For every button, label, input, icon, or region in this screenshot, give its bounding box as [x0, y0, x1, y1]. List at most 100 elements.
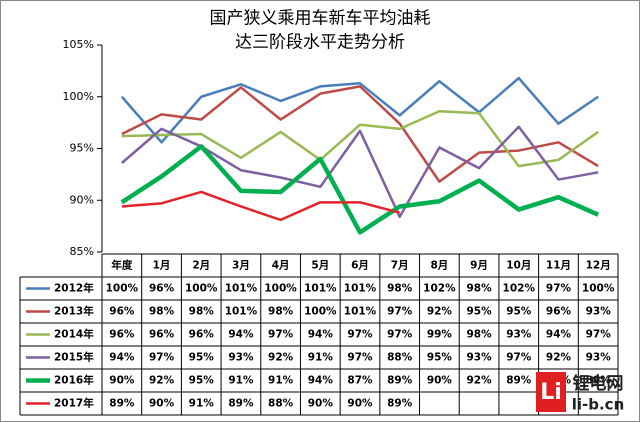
table-cell: 98%	[149, 306, 175, 318]
table-cell: 98%	[387, 283, 413, 295]
table-cell: 98%	[268, 306, 294, 318]
chart-title: 国产狭义乘用车新车平均油耗	[210, 9, 431, 29]
logo-box	[536, 372, 566, 412]
table-cell: 89%	[506, 375, 532, 387]
table-cell: 100%	[582, 283, 615, 295]
y-tick-label: 90%	[70, 193, 94, 206]
table-cell: 101%	[225, 283, 258, 295]
logo-url: li-b.cn	[572, 396, 625, 414]
table-cell: 94%	[546, 329, 572, 341]
logo-name: 锂电网	[573, 373, 624, 394]
table-cell: 96%	[189, 329, 215, 341]
line	[121, 109, 599, 168]
table-cell: 98%	[467, 329, 493, 341]
table-cell: 101%	[344, 283, 377, 295]
table-cell: 90%	[308, 398, 334, 410]
x-tick-label: 3月	[232, 260, 250, 272]
line	[121, 85, 599, 183]
table-cell: 96%	[149, 329, 175, 341]
table-cell: 91%	[228, 375, 254, 387]
table-cell: 93%	[586, 306, 612, 318]
table-cell: 98%	[189, 306, 215, 318]
table-cell: 101%	[344, 306, 377, 318]
table-cell: 94%	[308, 329, 334, 341]
table-cell: 91%	[308, 352, 334, 364]
x-tick-label: 9月	[470, 260, 488, 272]
table-cell: 91%	[189, 398, 215, 410]
table-cell: 88%	[268, 398, 294, 410]
y-tick-label: 100%	[63, 90, 94, 103]
table-cell: 95%	[189, 375, 215, 387]
table-cell: 96%	[149, 283, 175, 295]
y-tick-label: 85%	[70, 245, 94, 258]
table-cell: 101%	[304, 283, 337, 295]
table-cell: 97%	[347, 329, 373, 341]
table-cell: 100%	[304, 306, 337, 318]
table-cell: 102%	[503, 283, 536, 295]
y-tick-label: 105%	[63, 38, 94, 51]
table-cell: 97%	[387, 329, 413, 341]
y-tick-label: 95%	[70, 142, 94, 155]
legend-label: 2016年	[54, 374, 94, 387]
line	[120, 144, 600, 235]
legend-label: 2015年	[54, 351, 94, 364]
legend-label: 2013年	[54, 305, 94, 318]
table-cell: 89%	[228, 398, 254, 410]
x-tick-label: 6月	[351, 260, 369, 272]
table-cell: 94%	[228, 329, 254, 341]
table-cell: 95%	[467, 306, 493, 318]
table-cell: 89%	[586, 375, 612, 387]
line	[120, 76, 599, 144]
watermark: Li 锂电网 li-b.cn	[536, 372, 624, 414]
table-cell: 100%	[264, 283, 297, 295]
table-cell: 98%	[467, 283, 493, 295]
legend-label: 2014年	[54, 328, 94, 341]
x-tick-label: 4月	[272, 260, 290, 272]
legend-label: 2017年	[54, 397, 94, 410]
table-cell: 100%	[106, 283, 139, 295]
table-cell: 87%	[347, 375, 373, 387]
table-cell: 95%	[427, 352, 453, 364]
table-cell: 94%	[308, 375, 334, 387]
table-cell: 102%	[423, 283, 456, 295]
x-tick-label: 2月	[192, 260, 210, 272]
x-tick-label: 7月	[391, 260, 409, 272]
table-cell: 100%	[185, 283, 218, 295]
table-cell: 99%	[427, 329, 453, 341]
table-cell: 95%	[189, 352, 215, 364]
table-cell: 93%	[467, 352, 493, 364]
table-cell: 96%	[546, 306, 572, 318]
table-cell: 97%	[586, 329, 612, 341]
table-cell: 96%	[109, 306, 135, 318]
table-cell: 93%	[586, 352, 612, 364]
table-cell: 89%	[387, 375, 413, 387]
table-cell: 97%	[347, 352, 373, 364]
table-cell: 88%	[387, 352, 413, 364]
table-cell: 90%	[427, 375, 453, 387]
x-tick-label: 12月	[586, 260, 611, 272]
table-cell: 92%	[268, 352, 294, 364]
table-cell: 94%	[109, 352, 135, 364]
table-cell: 97%	[268, 329, 294, 341]
x-tick-label: 5月	[311, 260, 329, 272]
x-tick-label: 11月	[546, 260, 571, 272]
table-cell: 92%	[149, 375, 175, 387]
table-cell: 96%	[109, 329, 135, 341]
table-cell: 101%	[225, 306, 258, 318]
table-cell: 92%	[546, 352, 572, 364]
table-cell: 89%	[387, 398, 413, 410]
legend-label: 2012年	[54, 282, 94, 295]
table-cell: 95%	[506, 306, 532, 318]
table-cell: 97%	[387, 306, 413, 318]
line	[121, 190, 401, 222]
table-cell: 91%	[268, 375, 294, 387]
table-cell: 90%	[149, 398, 175, 410]
table-cell: 90%	[109, 375, 135, 387]
x-tick-label: 10月	[506, 260, 531, 272]
table-cell: 90%	[347, 398, 373, 410]
logo-mark: Li	[540, 380, 562, 405]
table-cell: 97%	[506, 352, 532, 364]
table-cell: 93%	[228, 352, 254, 364]
